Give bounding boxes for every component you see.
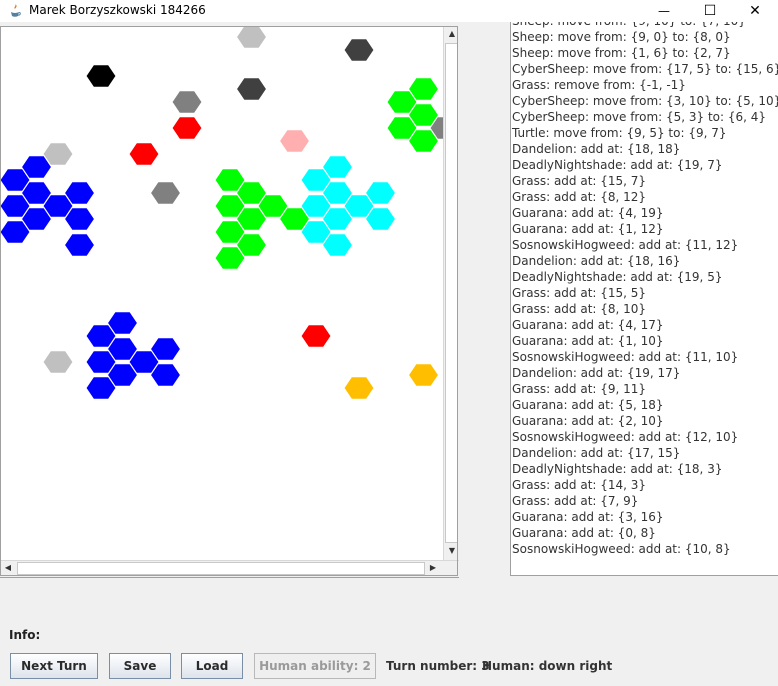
java-app-icon [11,4,21,17]
log-entry: CyberSheep: move from: {5, 3} to: {6, 4} [512,110,767,124]
world-board[interactable] [0,26,443,560]
log-entry: Grass: add at: {15, 7} [512,174,647,188]
organism-hex[interactable] [20,155,53,179]
organism-hex[interactable] [235,207,268,231]
log-entry: Grass: add at: {15, 5} [512,286,647,300]
organism-hex[interactable] [128,142,160,166]
log-entry: Turtle: move from: {9, 5} to: {9, 7} [512,126,727,140]
board-horizontal-scrollbar[interactable]: ◀ ▶ [0,560,459,578]
log-entry: Grass: add at: {8, 12} [512,190,647,204]
organism-hex[interactable] [235,233,268,257]
log-entry: SosnowskiHogweed: add at: {11, 12} [512,238,739,252]
scroll-right-icon[interactable]: ▶ [429,563,437,572]
log-entry: Grass: add at: {7, 9} [512,494,639,508]
log-entry: Guarana: add at: {4, 17} [512,318,664,332]
log-entry: Guarana: add at: {2, 10} [512,414,664,428]
human-ability-button[interactable]: Human ability: 2 [254,653,376,679]
scroll-up-icon[interactable]: ▲ [448,29,456,38]
scroll-left-icon[interactable]: ◀ [4,563,12,572]
organism-hex[interactable] [0,220,31,244]
horizontal-scroll-thumb[interactable] [17,562,425,575]
organism-hex[interactable] [214,246,246,270]
window-title: Marek Borzyszkowski 184266 [29,3,206,17]
organism-hex[interactable] [63,181,96,205]
organism-hex[interactable] [407,77,440,101]
organism-hex[interactable] [364,181,397,205]
organism-hex[interactable] [343,376,375,400]
log-entry: Grass: add at: {8, 10} [512,302,647,316]
log-entry: CyberSheep: move from: {3, 10} to: {5, 1… [512,94,778,108]
log-entry: Guarana: add at: {1, 12} [512,222,664,236]
log-entry: Guarana: add at: {4, 19} [512,206,664,220]
minimize-icon: — [658,4,670,18]
log-entry: SosnowskiHogweed: add at: {12, 10} [512,430,739,444]
organism-hex[interactable] [321,233,354,257]
minimize-button[interactable]: — [641,0,687,22]
save-button[interactable]: Save [109,653,171,679]
log-entry: Sheep: move from: {1, 6} to: {2, 7} [512,46,731,60]
log-entry: Guarana: add at: {0, 8} [512,526,656,540]
log-entry: Dandelion: add at: {18, 16} [512,254,681,268]
next-turn-button[interactable]: Next Turn [10,653,98,679]
hex-grid[interactable] [0,26,443,560]
title-bar: Marek Borzyszkowski 184266 — ☐ ✕ [0,0,778,22]
log-entry: Dandelion: add at: {19, 17} [512,366,681,380]
organism-hex[interactable] [429,116,443,140]
log-entry: Dandelion: add at: {18, 18} [512,142,681,156]
maximize-button[interactable]: ☐ [687,0,733,22]
event-log-list: Sheep: move from: {9, 10} to: {7, 10}She… [512,22,778,557]
maximize-icon: ☐ [703,3,717,19]
close-button[interactable]: ✕ [732,0,778,22]
log-entry: Grass: add at: {9, 11} [512,382,647,396]
organism-hex[interactable] [85,376,117,400]
organism-hex[interactable] [106,311,139,335]
organism-hex[interactable] [149,363,182,387]
log-entry: Guarana: add at: {1, 10} [512,334,664,348]
organism-hex[interactable] [42,142,74,166]
organism-hex[interactable] [278,129,311,153]
log-entry: Sheep: move from: {9, 0} to: {8, 0} [512,30,731,44]
organism-hex[interactable] [63,233,96,257]
log-entry: SosnowskiHogweed: add at: {10, 8} [512,542,731,556]
log-entry: DeadlyNightshade: add at: {18, 3} [512,462,723,476]
organism-hex[interactable] [235,77,268,101]
organism-hex[interactable] [300,324,332,348]
organism-hex[interactable] [106,363,139,387]
turn-number: Turn number: 3 [386,659,490,673]
log-entry: Grass: remove from: {-1, -1} [512,78,686,92]
organism-hex[interactable] [171,116,203,140]
organism-hex[interactable] [364,207,397,231]
log-entry: Dandelion: add at: {17, 15} [512,446,681,460]
log-entry: CyberSheep: move from: {17, 5} to: {15, … [512,62,778,76]
log-entry: DeadlyNightshade: add at: {19, 5} [512,270,723,284]
load-button[interactable]: Load [181,653,243,679]
organism-hex[interactable] [321,207,354,231]
vertical-scroll-thumb[interactable] [445,43,458,543]
human-direction: Human: down right [482,659,613,673]
log-entry: Guarana: add at: {3, 16} [512,510,664,524]
organism-hex[interactable] [407,363,440,387]
log-entry: Grass: add at: {14, 3} [512,478,647,492]
organism-hex[interactable] [407,129,440,153]
organism-hex[interactable] [235,26,268,49]
scroll-down-icon[interactable]: ▼ [448,546,456,555]
log-entry: Guarana: add at: {5, 18} [512,398,664,412]
organism-hex[interactable] [20,207,53,231]
organism-hex[interactable] [42,350,74,374]
log-entry: SosnowskiHogweed: add at: {11, 10} [512,350,739,364]
log-entry: DeadlyNightshade: add at: {19, 7} [512,158,723,172]
organism-hex[interactable] [343,38,375,62]
close-icon: ✕ [749,3,761,19]
organism-hex[interactable] [171,90,203,114]
info-label: Info: [9,628,41,642]
event-log[interactable]: Sheep: move from: {9, 10} to: {7, 10}She… [510,22,778,576]
organism-hex[interactable] [321,155,354,179]
board-vertical-scrollbar[interactable]: ▲ ▼ [443,26,460,560]
organism-hex[interactable] [85,64,117,88]
log-entry: Sheep: move from: {9, 10} to: {7, 10} [512,22,778,29]
organism-hex[interactable] [63,207,96,231]
organism-hex[interactable] [149,181,182,205]
organism-hex[interactable] [149,337,182,361]
